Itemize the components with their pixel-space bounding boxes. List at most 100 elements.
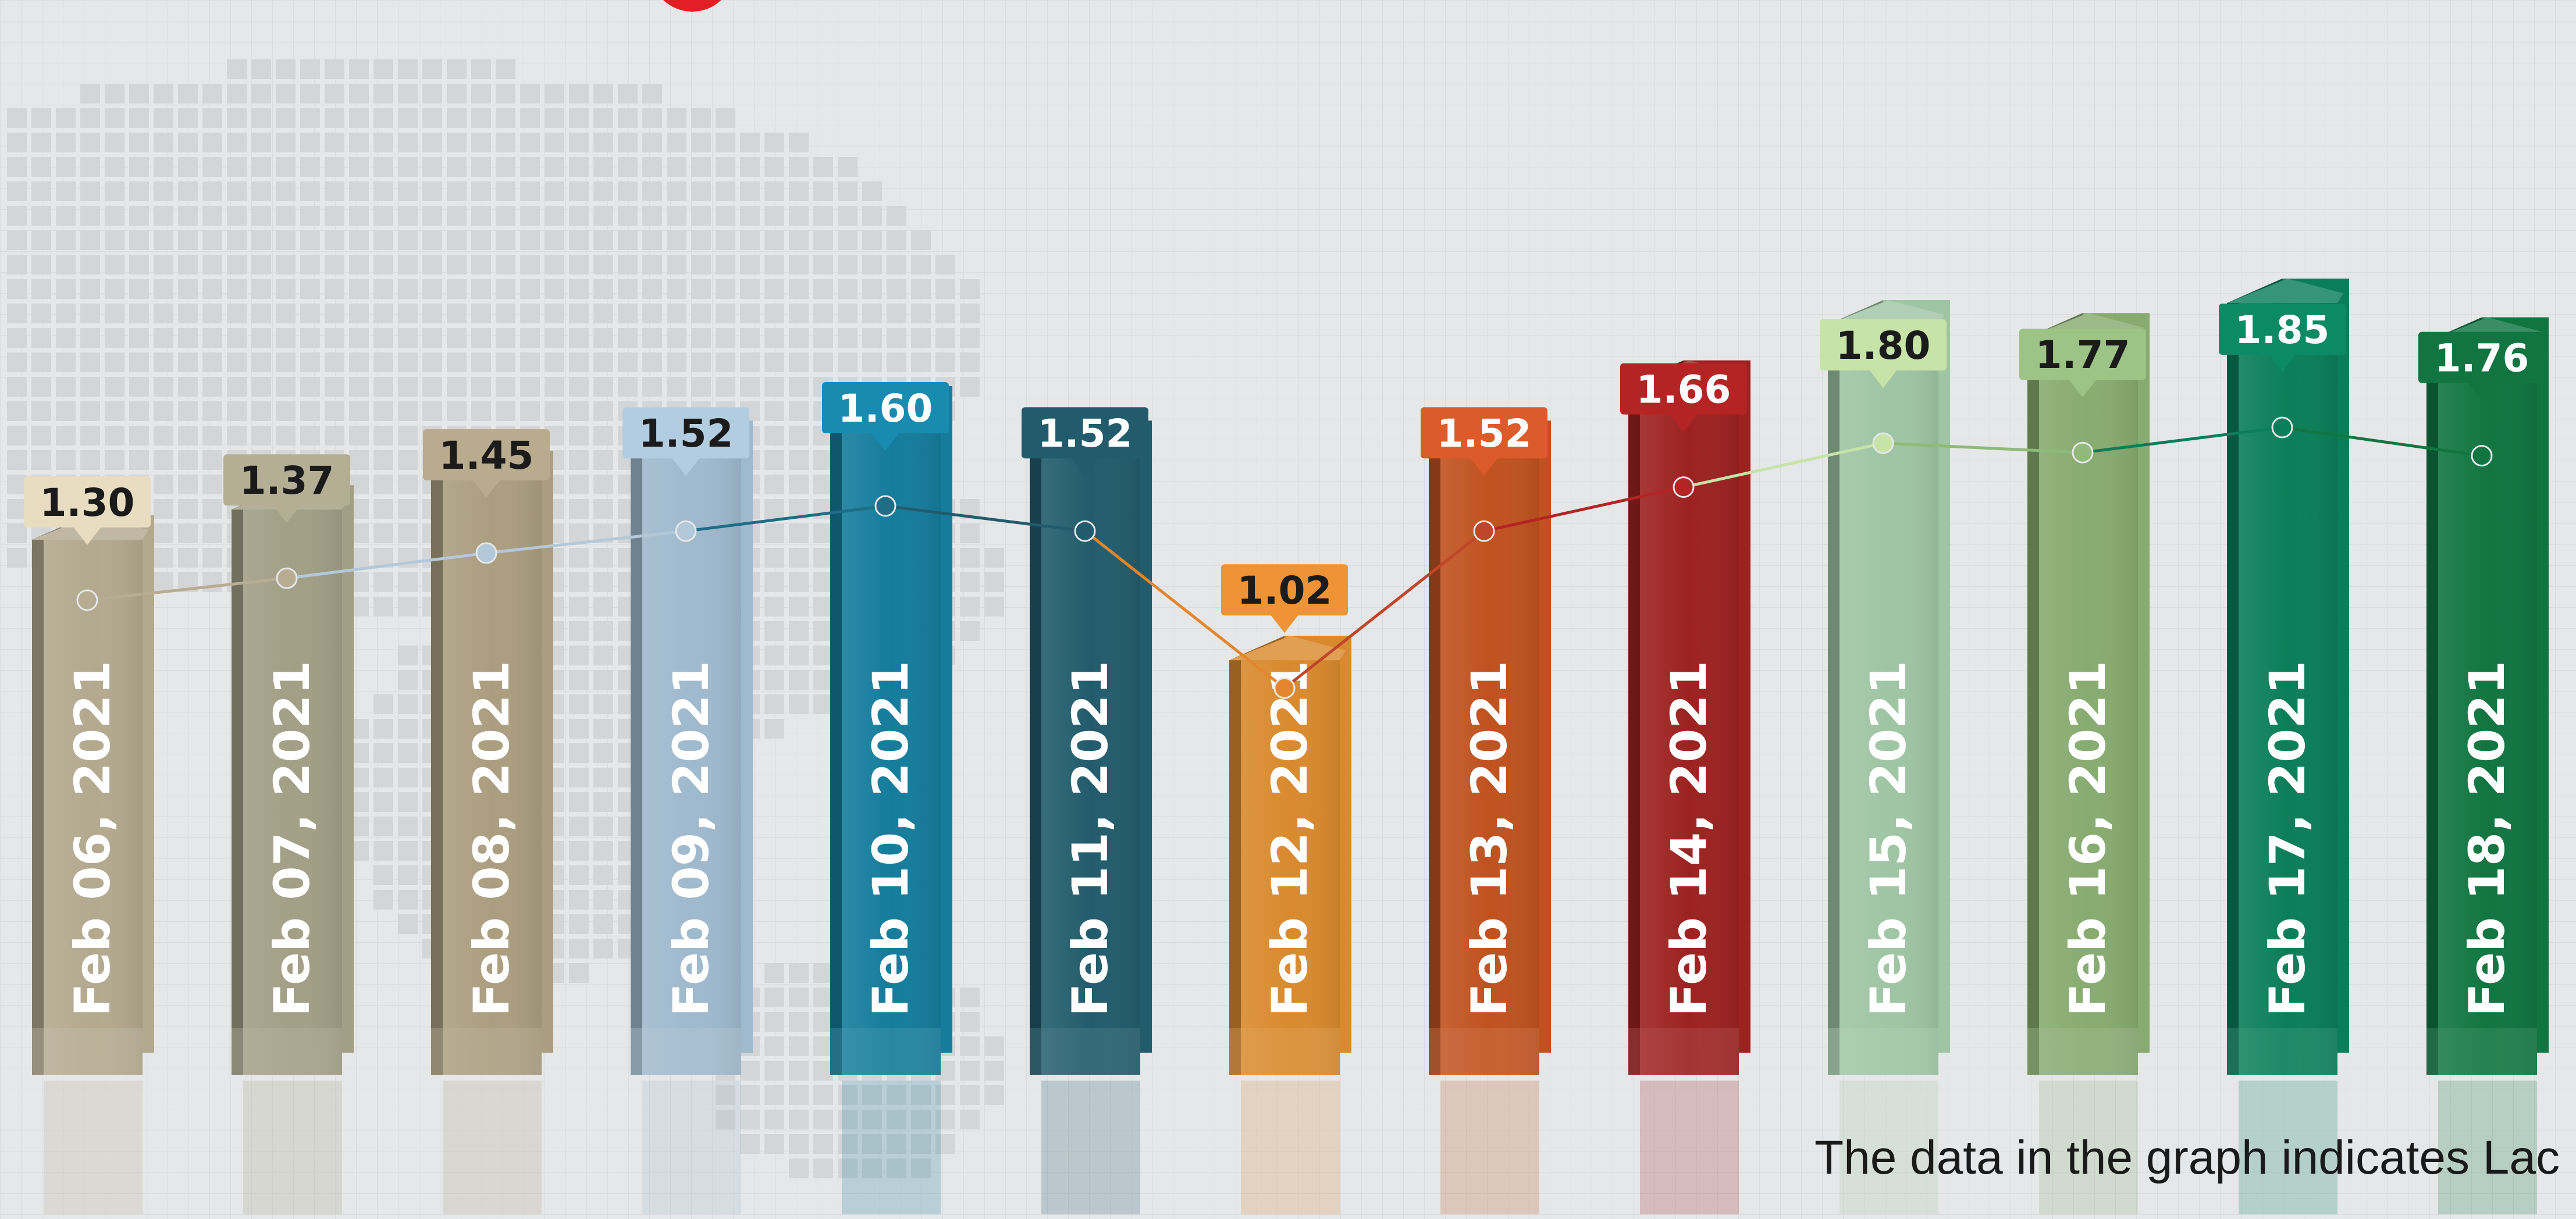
bar-edge (1828, 325, 1840, 1075)
bar-highlight (44, 540, 143, 1075)
bar-reflection (2239, 1081, 2337, 1214)
trend-segment (685, 504, 886, 533)
trend-point (276, 567, 298, 589)
value-callout: 1.60 (822, 382, 949, 451)
bar-6: Feb 11, 2021 (1030, 420, 1152, 1075)
callout-value: 1.37 (240, 458, 335, 503)
callout-value: 1.66 (1636, 368, 1731, 412)
bar-edge (2027, 337, 2039, 1075)
value-callout: 1.80 (1820, 319, 1947, 388)
bar-floor (631, 1028, 741, 1075)
callout-value: 1.52 (1038, 411, 1133, 456)
callout-pointer (2268, 354, 2296, 372)
value-callouts: 1.30 1.37 1.45 1.52 1.60 1.52 1.02 1.52 1.66 1.80… (24, 304, 2545, 633)
callout-box (622, 407, 749, 459)
bar-floor (1628, 1028, 1739, 1075)
bar-highlight (243, 509, 342, 1075)
bar-10: Feb 15, 2021 (1828, 300, 1950, 1075)
bar-12: Feb 17, 2021 (2227, 279, 2349, 1075)
callout-box (2019, 329, 2146, 380)
trend-segment (1883, 441, 2083, 454)
bar-7: Feb 12, 2021 (1229, 636, 1351, 1075)
trend-point (675, 520, 697, 542)
bar-floor (2426, 1028, 2537, 1075)
callout-pointer (871, 433, 899, 451)
footnote-text: The data in the graph indicates Lac (1814, 1131, 2560, 1184)
bar-reflection (842, 1081, 941, 1214)
value-callout: 1.85 (2219, 304, 2346, 372)
callout-box (1022, 407, 1148, 459)
value-callout: 1.02 (1221, 564, 1348, 633)
callout-pointer (1670, 414, 1698, 432)
value-callout: 1.30 (24, 476, 151, 545)
bar-floor (1429, 1028, 1539, 1075)
bar-category-label: Feb 14, 2021 (1660, 661, 1717, 1017)
trend-point (1074, 520, 1096, 542)
bar-edge (631, 445, 642, 1075)
bar-floor (2227, 1028, 2337, 1075)
bar-highlight (1640, 384, 1739, 1075)
bar-reflection (1041, 1081, 1140, 1214)
bar-highlight (1041, 445, 1140, 1075)
bar-reflection (243, 1081, 342, 1214)
bar-11: Feb 16, 2021 (2027, 313, 2150, 1075)
bar-2: Feb 07, 2021 (232, 485, 354, 1075)
bar-floor (1030, 1028, 1140, 1075)
callout-box (1421, 407, 1547, 459)
trend-point (2072, 441, 2094, 464)
bar-reflection (1241, 1081, 1340, 1214)
trend-segment (2082, 426, 2283, 454)
value-callout: 1.76 (2418, 332, 2545, 401)
bar-edge (431, 475, 443, 1075)
value-callout: 1.37 (223, 454, 350, 523)
trend-point (1273, 677, 1296, 699)
trend-segment (885, 504, 1086, 533)
callout-pointer (1869, 370, 1897, 388)
bar-category-label: Feb 18, 2021 (2458, 661, 2515, 1017)
callout-box (1221, 564, 1348, 616)
bar-edge (2227, 303, 2239, 1075)
bar-category-label: Feb 11, 2021 (1062, 661, 1119, 1017)
value-callout: 1.66 (1620, 363, 1747, 432)
bar-1: Feb 06, 2021 (32, 515, 154, 1075)
bar-highlight (642, 445, 741, 1075)
callout-value: 1.52 (1437, 411, 1532, 456)
brand-mark (663, 0, 721, 12)
value-callout: 1.52 (622, 407, 749, 476)
bar-floor (32, 1028, 143, 1075)
bar-reflection (1440, 1081, 1539, 1214)
bar-top (1828, 300, 1944, 325)
callout-pointer (1071, 458, 1099, 476)
bar-reflection (2438, 1081, 2537, 1214)
bar-reflections (44, 1081, 2537, 1214)
callout-pointer (472, 480, 500, 498)
bar-reflection (1640, 1081, 1739, 1214)
bar-floor (1828, 1028, 1938, 1075)
callout-pointer (672, 458, 700, 476)
trend-segment (286, 551, 487, 580)
bar-category-label: Feb 17, 2021 (2259, 661, 2316, 1017)
value-callout: 1.52 (1421, 407, 1547, 476)
bar-category-label: Feb 06, 2021 (64, 661, 121, 1017)
trend-segment (1483, 486, 1684, 533)
callout-box (1820, 319, 1947, 370)
bar-13: Feb 18, 2021 (2426, 317, 2549, 1075)
value-callout: 1.77 (2019, 329, 2146, 398)
callout-box (1620, 363, 1747, 415)
trend-segment (1683, 441, 1884, 489)
bar-top (1229, 636, 1346, 661)
callout-pointer (273, 505, 301, 523)
bar-4: Feb 09, 2021 (631, 420, 753, 1075)
bar-highlight (443, 475, 542, 1075)
bar-reflection (642, 1081, 741, 1214)
bar-category-label: Feb 15, 2021 (1860, 661, 1917, 1017)
bar-highlight (1440, 445, 1539, 1075)
trend-segment (1084, 530, 1286, 690)
bar-edge (1628, 384, 1640, 1075)
bar-reflection (1840, 1081, 1938, 1214)
callout-box (822, 382, 949, 433)
callout-value: 1.02 (1237, 568, 1332, 613)
trend-segment (486, 529, 686, 555)
callout-box (223, 454, 350, 506)
trend-segment (1283, 530, 1485, 690)
